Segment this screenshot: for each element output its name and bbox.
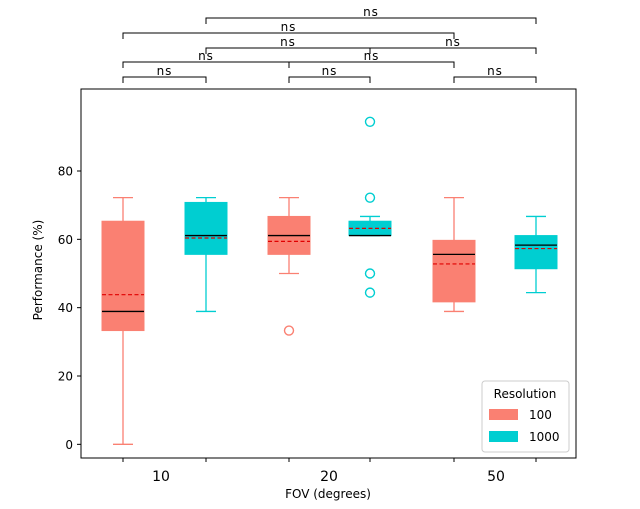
x-category-label: 10 (152, 469, 170, 485)
significance-bracket: ns (205, 35, 371, 54)
bracket-line (205, 17, 537, 24)
box-20-1000 (348, 116, 392, 298)
box-body (432, 239, 476, 303)
outlier-point (364, 287, 376, 298)
significance-label: ns (281, 20, 297, 34)
significance-bracket: ns (453, 64, 537, 83)
legend-swatch (489, 409, 518, 420)
box-20-100 (267, 196, 311, 336)
box-10-1000 (184, 196, 228, 313)
significance-bracket: ns (369, 35, 537, 54)
significance-label: ns (363, 5, 379, 19)
box-10-100 (101, 196, 145, 445)
legend-title: Resolution (494, 387, 557, 401)
legend-label: 100 (529, 408, 552, 422)
significance-bracket: ns (288, 49, 455, 68)
significance-label: ns (445, 35, 461, 49)
outlier-point (364, 268, 376, 279)
legend-label: 1000 (529, 430, 560, 444)
box-body (184, 201, 228, 255)
significance-label: ns (198, 49, 214, 63)
legend-swatch (489, 431, 518, 442)
bracket-line (288, 61, 455, 68)
bracket-line (288, 76, 371, 83)
box-body (101, 220, 145, 332)
y-tick-label: 20 (58, 370, 73, 384)
axes: 0 20 40 60 80 10 20 50 (58, 88, 577, 485)
box-50-100 (432, 196, 476, 313)
outlier-point (283, 325, 295, 336)
x-category-label: 20 (320, 469, 338, 485)
significance-bracket: ns (122, 20, 455, 39)
x-axis-title: FOV (degrees) (285, 487, 371, 501)
x-category-label: 50 (487, 469, 505, 485)
y-axis-title: Performance (%) (31, 220, 45, 321)
y-tick-label: 80 (58, 165, 73, 179)
y-tick-label: 60 (58, 233, 73, 247)
bracket-line (122, 32, 455, 39)
bracket-line (369, 47, 537, 54)
significance-label: ns (487, 64, 503, 78)
plot-area (101, 116, 558, 445)
plot-frame (80, 88, 577, 459)
y-tick-label: 40 (58, 301, 73, 315)
bracket-line (122, 76, 207, 83)
legend: Resolution 100 1000 (481, 380, 570, 453)
significance-label: ns (157, 64, 173, 78)
outlier-point (364, 192, 376, 203)
bracket-line (453, 76, 537, 83)
significance-bracket: ns (122, 64, 207, 83)
y-tick-label: 0 (65, 438, 73, 452)
significance-label: ns (322, 64, 338, 78)
significance-bracket: ns (288, 64, 371, 83)
significance-bracket: ns (205, 5, 537, 24)
outlier-point (364, 116, 376, 128)
significance-label: ns (364, 49, 380, 63)
box-50-1000 (514, 215, 558, 294)
box-body (514, 235, 558, 270)
significance-label: ns (280, 35, 296, 49)
